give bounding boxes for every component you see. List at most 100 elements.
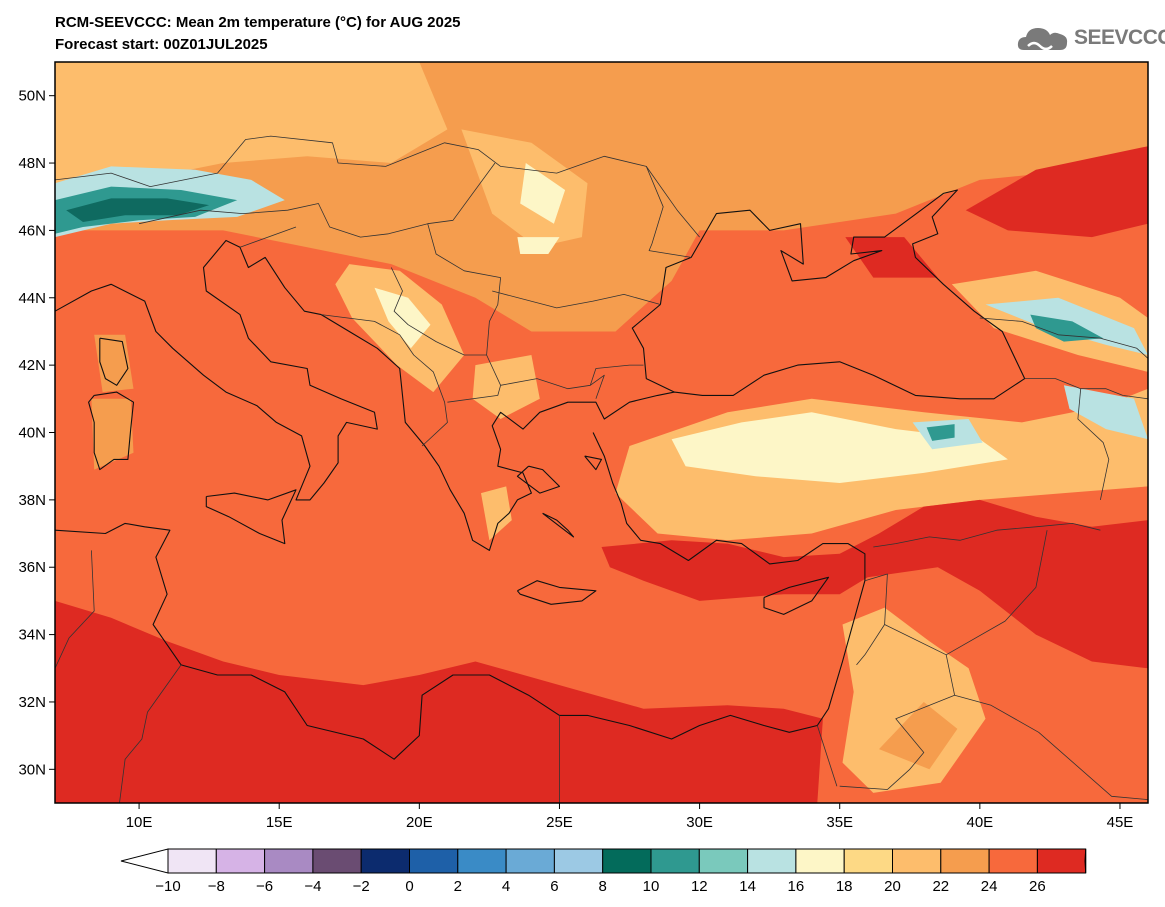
colorbar-segment xyxy=(312,848,362,874)
temperature-zone-22 xyxy=(845,237,938,278)
country-border-1 xyxy=(139,162,496,238)
colorbar-low-extension xyxy=(120,848,169,874)
map-title: RCM-SEEVCCC: Mean 2m temperature (°C) fo… xyxy=(55,14,461,31)
lon-tick-label: 25E xyxy=(546,814,573,831)
temperature-zones xyxy=(55,62,1148,803)
country-border-6 xyxy=(492,290,661,309)
lon-tick-label: 15E xyxy=(266,814,293,831)
colorbar-segment xyxy=(167,848,217,874)
coastlines xyxy=(55,189,1026,760)
colorbar-segment xyxy=(505,848,555,874)
coastline-3 xyxy=(88,391,135,471)
lon-tick-label: 40E xyxy=(966,814,993,831)
colorbar-label: 16 xyxy=(788,878,805,895)
logo-text: SEEVCCC xyxy=(1074,26,1165,49)
colorbar-label: 20 xyxy=(884,878,901,895)
temperature-zone-24 xyxy=(879,702,958,770)
colorbar-label: 12 xyxy=(691,878,708,895)
country-border-21 xyxy=(55,550,95,669)
lon-tick-label: 45E xyxy=(1107,814,1134,831)
country-border-13 xyxy=(873,523,1101,548)
country-border-15 xyxy=(884,530,1048,656)
temperature-zone-3 xyxy=(520,163,566,224)
lon-tick-label: 30E xyxy=(686,814,713,831)
colorbar-label: 22 xyxy=(932,878,949,895)
colorbar-label: 24 xyxy=(981,878,998,895)
colorbar-segment xyxy=(553,848,604,874)
country-border-4 xyxy=(390,267,502,403)
lat-tick-label: 34N xyxy=(18,627,46,644)
lat-tick-label: 36N xyxy=(18,559,46,576)
coastline-5 xyxy=(516,580,597,605)
country-borders xyxy=(55,135,1148,803)
coastline-0 xyxy=(55,189,1026,551)
seevccc-logo: SEEVCCC xyxy=(1016,22,1165,56)
temperature-zone-23 xyxy=(842,607,986,793)
colorbar-segment xyxy=(650,848,700,874)
coastline-7 xyxy=(516,465,561,494)
forecast-start-label: Forecast start: 00Z01JUL2025 xyxy=(55,36,268,53)
colorbar-label: 26 xyxy=(1029,878,1046,895)
colorbar-label: 0 xyxy=(405,878,413,895)
colorbar-label: 6 xyxy=(550,878,558,895)
temperature-zone-7 xyxy=(66,198,210,222)
colorbar-label: −4 xyxy=(304,878,321,895)
temperature-zone-25 xyxy=(481,486,512,541)
colorbar-segment xyxy=(409,848,459,874)
colorbar-segment xyxy=(892,848,942,874)
coastline-2 xyxy=(99,337,129,386)
colorbar: −10 −8 −6 −4 −2 0 2 4 6 8 10 12 14 16 18 20 22 24 26 xyxy=(120,848,1087,895)
colorbar-segment xyxy=(602,848,652,874)
country-border-3 xyxy=(321,314,448,447)
lat-tick-label: 38N xyxy=(18,492,46,509)
coastline-9 xyxy=(542,512,575,538)
temperature-zone-27 xyxy=(91,398,134,470)
colorbar-label: 10 xyxy=(643,878,660,895)
longitude-axis: 10E 15E 20E 25E 30E 35E 40E 45E xyxy=(126,803,1134,831)
country-border-9 xyxy=(645,166,692,258)
temperature-zone-15 xyxy=(1063,385,1148,440)
country-border-12 xyxy=(1077,388,1110,500)
lat-tick-label: 30N xyxy=(18,761,46,778)
lon-tick-label: 10E xyxy=(126,814,153,831)
lat-tick-label: 40N xyxy=(18,425,46,442)
lon-tick-label: 35E xyxy=(826,814,853,831)
country-border-18 xyxy=(816,725,838,787)
lat-tick-label: 32N xyxy=(18,694,46,711)
coastline-1 xyxy=(55,432,866,760)
lat-tick-label: 44N xyxy=(18,290,46,307)
colorbar-label: 18 xyxy=(836,878,853,895)
temperature-zone-10 xyxy=(472,355,540,419)
colorbar-label: −10 xyxy=(155,878,180,895)
colorbar-segment xyxy=(360,848,411,874)
temperature-zone-9 xyxy=(374,287,431,349)
colorbar-label: −8 xyxy=(208,878,225,895)
country-border-17 xyxy=(954,694,1148,800)
colorbar-segment xyxy=(264,848,314,874)
colorbar-segment xyxy=(215,848,266,874)
colorbar-segment xyxy=(940,848,990,874)
colorbar-segment xyxy=(457,848,507,874)
temperature-zone-1 xyxy=(55,62,448,197)
temperature-zone-14 xyxy=(926,424,955,441)
country-border-11 xyxy=(1024,378,1148,400)
coastline-4 xyxy=(205,489,297,545)
colorbar-high-extension xyxy=(1084,848,1087,874)
colorbar-label: −6 xyxy=(256,878,273,895)
temperature-zone-20 xyxy=(601,499,1148,669)
country-border-8 xyxy=(590,374,605,399)
colorbar-segment xyxy=(795,848,845,874)
country-border-10 xyxy=(979,317,1148,359)
lat-tick-label: 50N xyxy=(18,88,46,105)
colorbar-label: 14 xyxy=(739,878,756,895)
latitude-axis: 30N 32N 34N 36N 38N 40N 42N 44N 46N 48N 50N xyxy=(18,88,55,778)
country-border-0 xyxy=(55,135,700,238)
colorbar-label: −2 xyxy=(353,878,370,895)
colorbar-label: 4 xyxy=(502,878,510,895)
temperature-zone-18 xyxy=(1030,314,1104,342)
lon-tick-label: 20E xyxy=(406,814,433,831)
coastline-8 xyxy=(584,455,603,471)
temperature-zone-12 xyxy=(671,412,1008,483)
cloud-icon xyxy=(1017,28,1068,51)
